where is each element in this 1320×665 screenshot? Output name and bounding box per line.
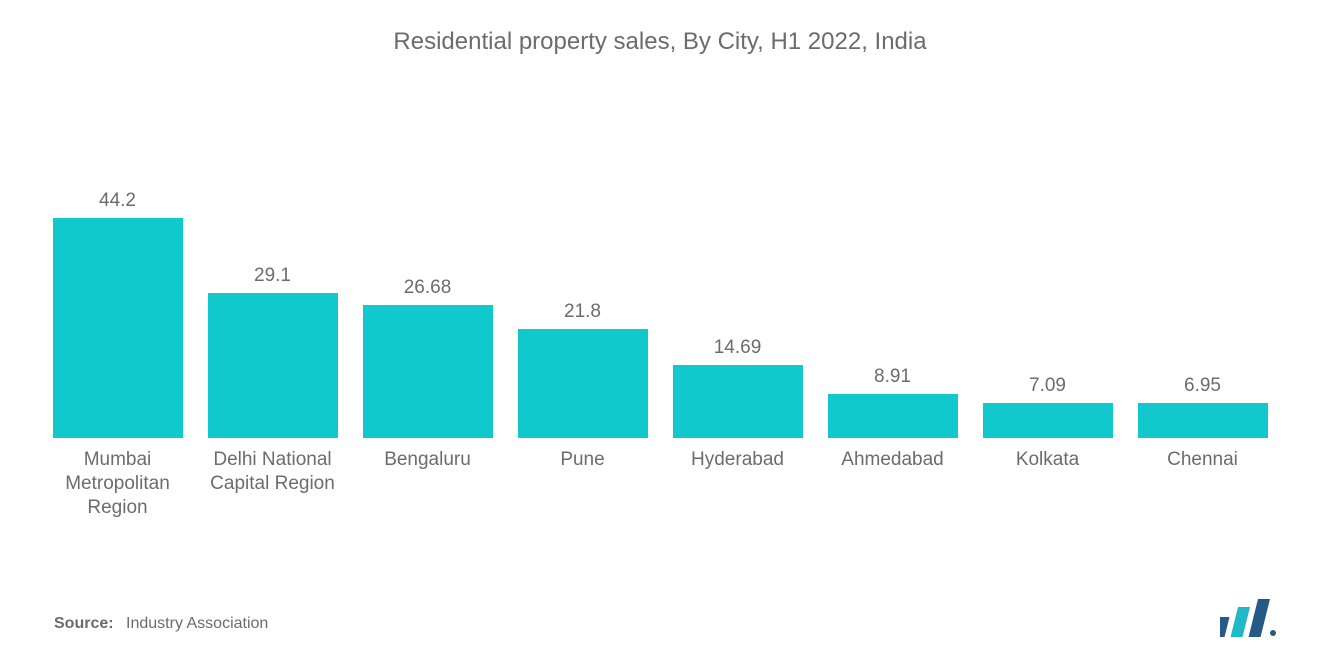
- bar-group: 29.1 Delhi National Capital Region: [201, 265, 344, 540]
- source-label: Source:: [54, 615, 114, 632]
- bar: [208, 293, 338, 438]
- mordor-logo-icon: [1220, 599, 1276, 637]
- bar-value-label: 26.68: [404, 277, 452, 299]
- bar: [518, 329, 648, 438]
- bar-group: 14.69 Hyderabad: [666, 337, 809, 540]
- bar: [53, 218, 183, 438]
- bar-category-label: Kolkata: [1016, 448, 1079, 540]
- bar-category-label: Delhi National Capital Region: [201, 448, 344, 540]
- bar-category-label: Hyderabad: [691, 448, 784, 540]
- bar-value-label: 6.95: [1184, 375, 1221, 397]
- bar-group: 26.68 Bengaluru: [356, 277, 499, 540]
- bar: [673, 365, 803, 438]
- bar-category-label: Chennai: [1167, 448, 1238, 540]
- bar-value-label: 21.8: [564, 301, 601, 323]
- bar-category-label: Ahmedabad: [841, 448, 943, 540]
- bar-category-label: Pune: [560, 448, 604, 540]
- bar-group: 21.8 Pune: [511, 301, 654, 540]
- bar-value-label: 8.91: [874, 366, 911, 388]
- bar-group: 44.2 Mumbai Metropolitan Region: [46, 190, 189, 540]
- bar-group: 8.91 Ahmedabad: [821, 366, 964, 540]
- bar-group: 7.09 Kolkata: [976, 375, 1119, 540]
- bar-category-label: Bengaluru: [384, 448, 471, 540]
- bar-group: 6.95 Chennai: [1131, 375, 1274, 540]
- bar-chart: 44.2 Mumbai Metropolitan Region 29.1 Delhi …: [40, 120, 1280, 540]
- bar: [828, 394, 958, 438]
- source-text: Industry Association: [126, 615, 268, 632]
- bar-value-label: 14.69: [714, 337, 762, 359]
- bar: [983, 403, 1113, 438]
- source-line: Source: Industry Association: [54, 615, 268, 633]
- bar: [1138, 403, 1268, 438]
- bar: [363, 305, 493, 438]
- bar-value-label: 44.2: [99, 190, 136, 212]
- bar-category-label: Mumbai Metropolitan Region: [46, 448, 189, 540]
- bar-value-label: 7.09: [1029, 375, 1066, 397]
- bar-value-label: 29.1: [254, 265, 291, 287]
- chart-title: Residential property sales, By City, H1 …: [0, 0, 1320, 56]
